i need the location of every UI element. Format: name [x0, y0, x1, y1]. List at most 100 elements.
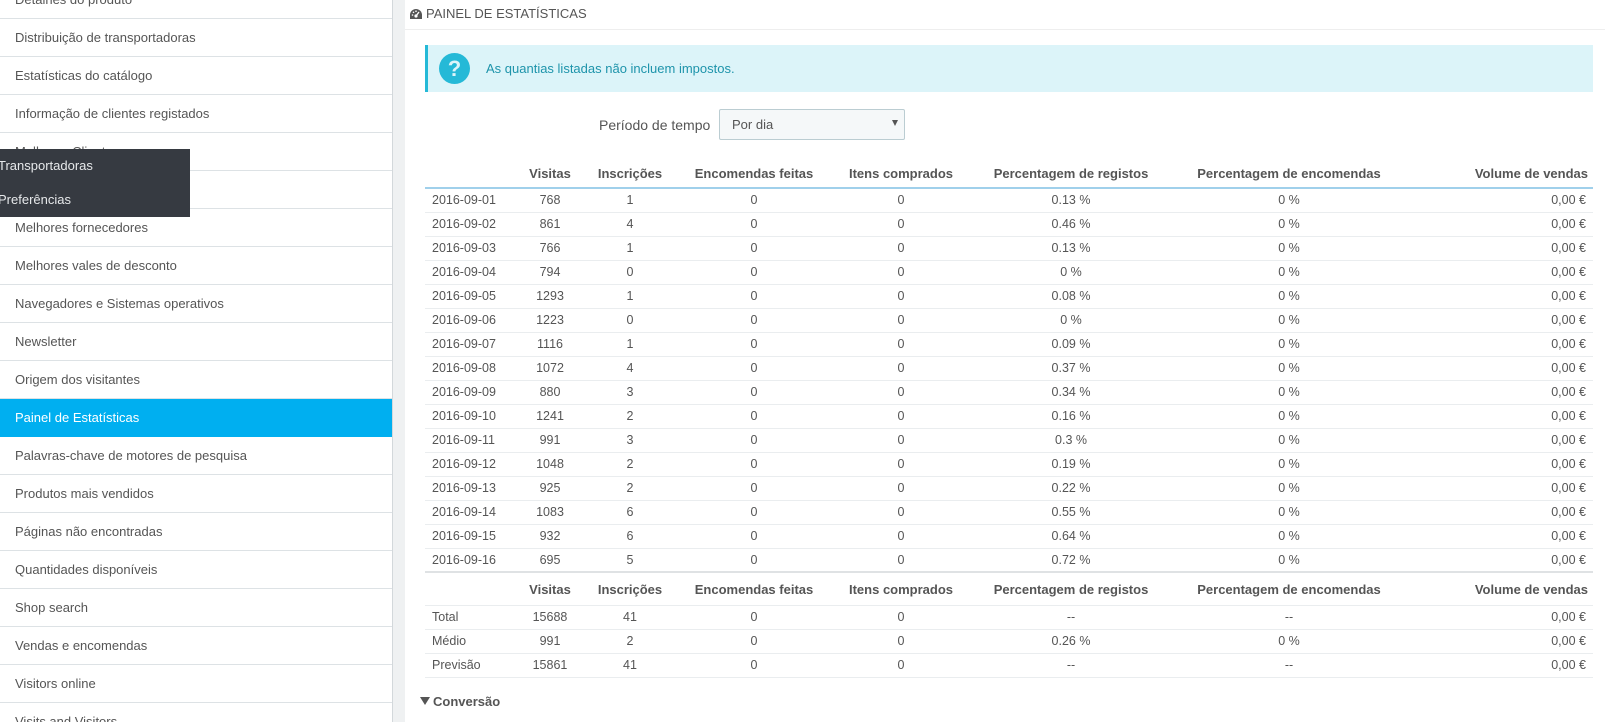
table-cell: 0.16 %: [969, 404, 1173, 429]
sidebar-item[interactable]: Painel de Estatísticas: [0, 399, 392, 437]
table-cell: 0.37 %: [969, 356, 1173, 381]
table-cell: 0,00 €: [1405, 356, 1593, 381]
table-cell: Total: [425, 605, 515, 630]
table-cell: 6: [585, 524, 675, 549]
period-select[interactable]: Por dia: [719, 109, 905, 140]
flyout-item[interactable]: Preferências: [0, 192, 71, 207]
sidebar-item[interactable]: Melhores fornecedores: [0, 209, 392, 247]
table-cell: 0 %: [1173, 629, 1405, 654]
table-cell: 2016-09-03: [425, 236, 515, 261]
table-cell: 991: [515, 629, 585, 654]
table-cell: --: [1173, 605, 1405, 630]
table-cell: 2: [585, 629, 675, 654]
stats-panel: PAINEL DE ESTATÍSTICAS ? As quantias lis…: [405, 0, 1605, 722]
table-cell: 0: [585, 308, 675, 333]
sidebar-item[interactable]: Vendas e encomendas: [0, 627, 392, 665]
table-cell: 1: [585, 332, 675, 357]
table-cell: 0.72 %: [969, 548, 1173, 573]
table-cell: 0,00 €: [1405, 452, 1593, 477]
table-cell: 0,00 €: [1405, 404, 1593, 429]
table-cell: 0: [675, 605, 833, 630]
sidebar-item[interactable]: Melhores vales de desconto: [0, 247, 392, 285]
column-header: Inscrições: [585, 575, 675, 606]
table-cell: 0: [833, 500, 969, 525]
table-cell: 0 %: [1173, 380, 1405, 405]
sidebar-item[interactable]: Páginas não encontradas: [0, 513, 392, 551]
alert-message: As quantias listadas não incluem imposto…: [486, 61, 735, 76]
sidebar-item[interactable]: Visits and Visitors: [0, 703, 392, 722]
table-cell: --: [1173, 653, 1405, 678]
table-cell: 0.34 %: [969, 380, 1173, 405]
summary-table: Visitas Inscrições Encomendas feitas Itens …: [425, 575, 1593, 678]
column-header: Visitas: [515, 159, 585, 189]
sidebar-item[interactable]: Shop search: [0, 589, 392, 627]
table-cell: 0: [833, 428, 969, 453]
flyout-item[interactable]: Transportadoras: [0, 158, 93, 173]
table-cell: 0: [675, 629, 833, 654]
column-header: [425, 159, 515, 189]
table-cell: 0: [833, 548, 969, 573]
table-cell: 925: [515, 476, 585, 501]
table-cell: 2016-09-13: [425, 476, 515, 501]
flyout-menu: Transportadoras Preferências: [0, 149, 190, 217]
sidebar-item[interactable]: Distribuição de transportadoras: [0, 19, 392, 57]
caret-down-icon: [892, 120, 898, 126]
table-cell: 2016-09-15: [425, 524, 515, 549]
table-cell: Previsão: [425, 653, 515, 678]
column-header: Encomendas feitas: [675, 575, 833, 606]
table-cell: 15688: [515, 605, 585, 630]
table-cell: 0: [675, 284, 833, 309]
table-cell: 0 %: [1173, 308, 1405, 333]
table-cell: 861: [515, 212, 585, 237]
sidebar-item[interactable]: Quantidades disponíveis: [0, 551, 392, 589]
table-cell: 0: [833, 236, 969, 261]
table-cell: 0: [833, 260, 969, 285]
table-cell: 0 %: [969, 260, 1173, 285]
table-cell: 0.46 %: [969, 212, 1173, 237]
table-cell: 0: [675, 548, 833, 573]
table-cell: 5: [585, 548, 675, 573]
column-header: Percentagem de encomendas: [1173, 159, 1405, 189]
conversion-heading[interactable]: Conversão: [420, 694, 500, 709]
sidebar-item[interactable]: Newsletter: [0, 323, 392, 361]
sidebar-item[interactable]: Detalhes do produto: [0, 0, 392, 19]
table-cell: --: [969, 605, 1173, 630]
table-cell: 0,00 €: [1405, 548, 1593, 573]
table-cell: 0,00 €: [1405, 332, 1593, 357]
column-header: Volume de vendas: [1405, 575, 1593, 606]
table-cell: --: [969, 653, 1173, 678]
table-cell: 2016-09-12: [425, 452, 515, 477]
table-cell: 0 %: [1173, 260, 1405, 285]
sidebar-item[interactable]: Palavras-chave de motores de pesquisa: [0, 437, 392, 475]
table-cell: 2016-09-10: [425, 404, 515, 429]
column-header: Percentagem de registos: [969, 575, 1173, 606]
sidebar-item[interactable]: Navegadores e Sistemas operativos: [0, 285, 392, 323]
conversion-label: Conversão: [433, 694, 501, 709]
table-cell: 766: [515, 236, 585, 261]
table-cell: 1083: [515, 500, 585, 525]
table-cell: 0: [675, 332, 833, 357]
table-cell: 1: [585, 284, 675, 309]
table-cell: 4: [585, 212, 675, 237]
sidebar-item[interactable]: Visitors online: [0, 665, 392, 703]
sidebar-item[interactable]: Estatísticas do catálogo: [0, 57, 392, 95]
table-row: 2016-09-14 1083 6 0 0 0.55 % 0 % 0,00 €: [425, 500, 1593, 525]
table-cell: 0,00 €: [1405, 428, 1593, 453]
table-row: 2016-09-13 925 2 0 0 0.22 % 0 % 0,00 €: [425, 476, 1593, 501]
table-cell: 0 %: [1173, 404, 1405, 429]
table-cell: 0,00 €: [1405, 605, 1593, 630]
sidebar-item[interactable]: Origem dos visitantes: [0, 361, 392, 399]
table-cell: 0: [675, 188, 833, 213]
table-cell: 0,00 €: [1405, 500, 1593, 525]
table-cell: 2016-09-06: [425, 308, 515, 333]
table-cell: 2016-09-14: [425, 500, 515, 525]
table-cell: 0.22 %: [969, 476, 1173, 501]
table-cell: 2016-09-09: [425, 380, 515, 405]
table-cell: 0: [833, 212, 969, 237]
info-alert: ? As quantias listadas não incluem impos…: [425, 45, 1593, 92]
table-cell: 15861: [515, 653, 585, 678]
column-header: [425, 575, 515, 606]
sidebar-item[interactable]: Informação de clientes registados: [0, 95, 392, 133]
table-row: 2016-09-10 1241 2 0 0 0.16 % 0 % 0,00 €: [425, 404, 1593, 429]
sidebar-item[interactable]: Produtos mais vendidos: [0, 475, 392, 513]
